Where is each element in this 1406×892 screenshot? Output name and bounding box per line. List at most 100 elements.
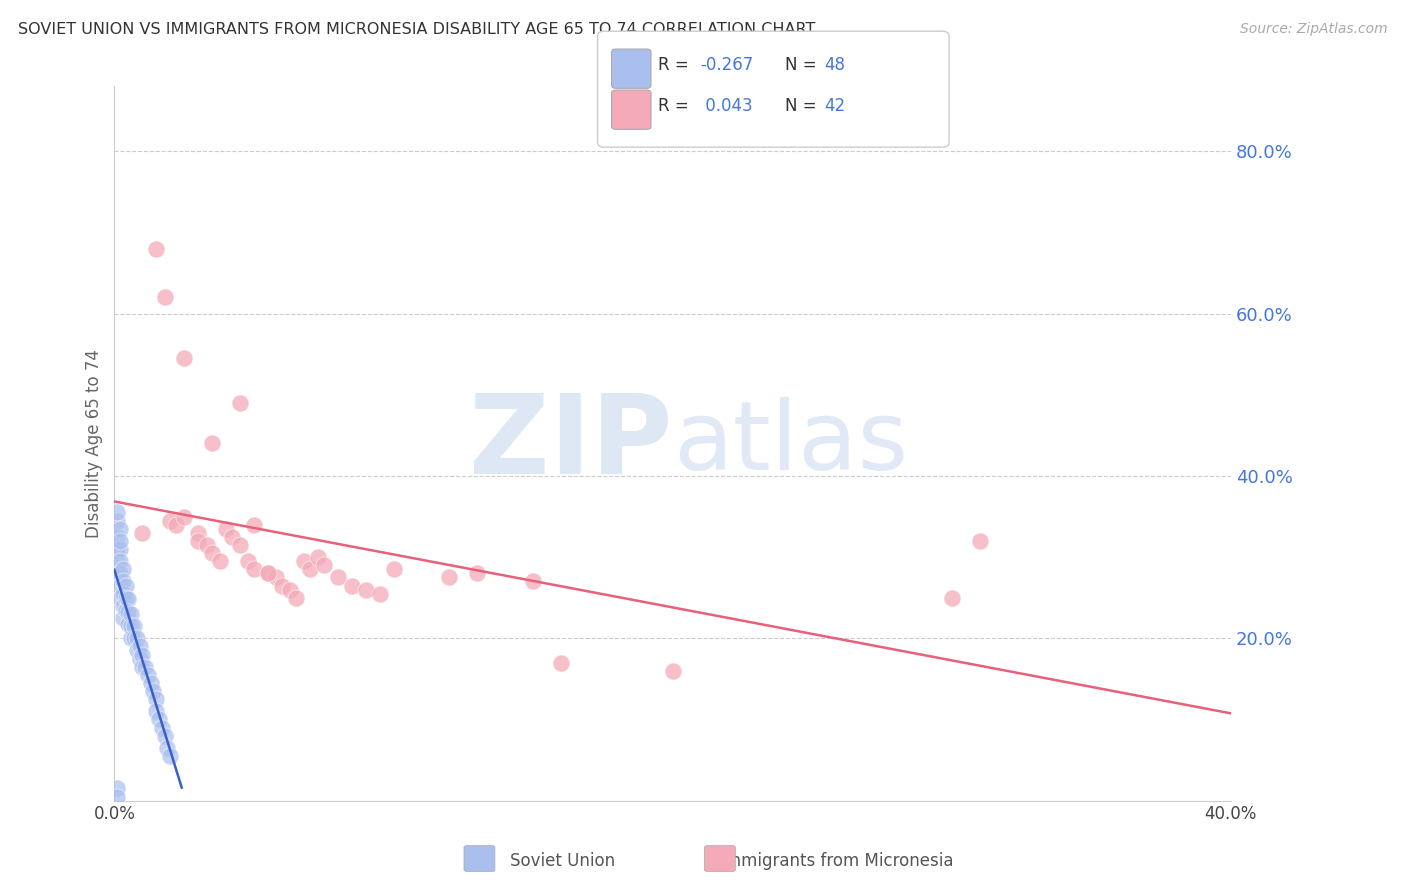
Y-axis label: Disability Age 65 to 74: Disability Age 65 to 74 — [86, 349, 103, 538]
Point — [108, 522, 131, 536]
Point — [340, 578, 363, 592]
Point — [114, 591, 136, 605]
Point — [139, 676, 162, 690]
Point — [201, 436, 224, 450]
Point — [257, 566, 280, 581]
Point — [229, 538, 252, 552]
Text: 42: 42 — [824, 97, 845, 115]
Point — [298, 562, 321, 576]
Point — [108, 578, 131, 592]
Point — [326, 570, 349, 584]
Point — [131, 525, 153, 540]
Point — [108, 566, 131, 581]
Point — [105, 506, 128, 520]
Text: R =: R = — [658, 56, 695, 74]
Text: atlas: atlas — [672, 397, 908, 490]
Point — [105, 554, 128, 568]
Point — [187, 533, 209, 548]
Point — [111, 611, 134, 625]
Point — [173, 509, 195, 524]
Point — [266, 570, 288, 584]
Point — [108, 541, 131, 556]
Point — [550, 656, 572, 670]
Point — [221, 530, 243, 544]
Point — [122, 619, 145, 633]
Text: Soviet Union: Soviet Union — [510, 852, 614, 870]
Point — [156, 740, 179, 755]
Point — [111, 574, 134, 589]
Point — [307, 550, 329, 565]
Text: 48: 48 — [824, 56, 845, 74]
Point — [111, 562, 134, 576]
Point — [122, 632, 145, 646]
Point — [278, 582, 301, 597]
Point — [284, 591, 307, 605]
Point — [368, 587, 391, 601]
Point — [105, 541, 128, 556]
Point — [128, 640, 150, 654]
Point — [105, 789, 128, 804]
Point — [117, 605, 139, 619]
Point — [117, 616, 139, 631]
Point — [165, 517, 187, 532]
Point — [292, 554, 315, 568]
Point — [159, 749, 181, 764]
Point — [354, 582, 377, 597]
Text: -0.267: -0.267 — [700, 56, 754, 74]
Point — [173, 351, 195, 366]
Text: 0.043: 0.043 — [700, 97, 752, 115]
Text: R =: R = — [658, 97, 695, 115]
Point — [209, 554, 232, 568]
Point — [136, 668, 159, 682]
Point — [111, 587, 134, 601]
Point — [105, 514, 128, 528]
Point — [142, 684, 165, 698]
Point — [229, 396, 252, 410]
Point — [117, 592, 139, 607]
Point — [120, 632, 142, 646]
Point — [243, 562, 266, 576]
Point — [243, 517, 266, 532]
Text: Immigrants from Micronesia: Immigrants from Micronesia — [720, 852, 953, 870]
Text: SOVIET UNION VS IMMIGRANTS FROM MICRONESIA DISABILITY AGE 65 TO 74 CORRELATION C: SOVIET UNION VS IMMIGRANTS FROM MICRONES… — [18, 22, 815, 37]
Point — [134, 659, 156, 673]
Point — [108, 533, 131, 548]
Point — [238, 554, 260, 568]
Point — [131, 648, 153, 662]
Point — [159, 514, 181, 528]
Point — [108, 591, 131, 605]
Point — [105, 781, 128, 796]
Point — [125, 632, 148, 646]
Point — [114, 603, 136, 617]
Text: N =: N = — [785, 56, 821, 74]
Point — [114, 578, 136, 592]
Point — [201, 546, 224, 560]
Point — [150, 721, 173, 735]
Point — [111, 599, 134, 613]
Point — [108, 554, 131, 568]
Point — [312, 558, 335, 573]
Point — [120, 619, 142, 633]
Point — [439, 570, 461, 584]
Point — [382, 562, 405, 576]
Point — [148, 713, 170, 727]
Point — [128, 651, 150, 665]
Point — [465, 566, 488, 581]
Point — [941, 591, 963, 605]
Point — [105, 566, 128, 581]
Point — [153, 729, 176, 743]
Point — [125, 643, 148, 657]
Point — [661, 664, 683, 678]
Text: N =: N = — [785, 97, 821, 115]
Text: Source: ZipAtlas.com: Source: ZipAtlas.com — [1240, 22, 1388, 37]
Point — [145, 692, 167, 706]
Point — [145, 242, 167, 256]
Point — [120, 607, 142, 621]
Point — [969, 533, 991, 548]
Point — [257, 566, 280, 581]
Point — [215, 522, 238, 536]
Point — [187, 525, 209, 540]
Point — [522, 574, 544, 589]
Point — [145, 704, 167, 718]
Point — [153, 290, 176, 304]
